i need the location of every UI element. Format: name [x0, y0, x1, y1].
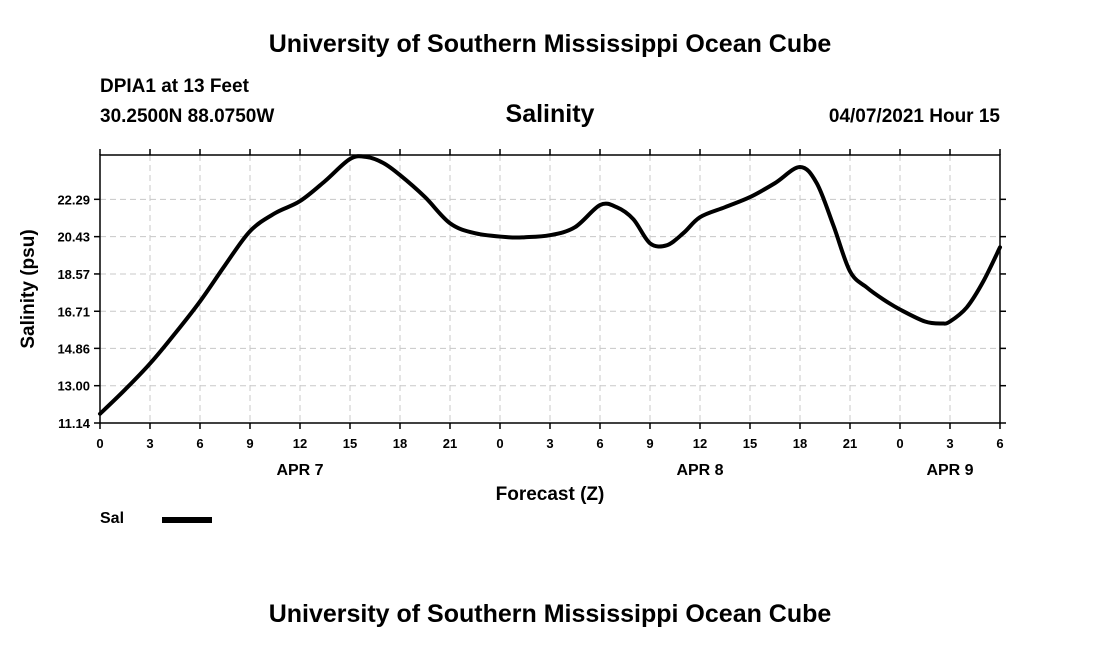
legend-swatch	[162, 517, 212, 523]
date-label: APR 8	[676, 462, 723, 479]
x-tick-label: 18	[793, 436, 807, 451]
station-label: DPIA1 at 13 Feet	[100, 76, 249, 97]
legend-label: Sal	[100, 510, 125, 527]
chart-variable-title: Salinity	[505, 100, 595, 128]
x-tick-label: 6	[596, 436, 603, 451]
x-axis-ticks: 0 3 6 9 12 15 18 21 0 3 6 9 12 15 18 21 0 3 6	[96, 149, 1004, 451]
series-line-sal	[98, 154, 1002, 416]
plot-grid	[100, 155, 1000, 423]
x-tick-label: 21	[843, 436, 857, 451]
y-axis-label: Salinity (psu)	[18, 229, 39, 348]
y-axis-ticks: 11.14 13.00 14.86 16.71 18.57 20.43 22.29	[57, 192, 1006, 431]
x-tick-label: 9	[246, 436, 253, 451]
x-tick-label: 15	[343, 436, 357, 451]
x-tick-label: 6	[196, 436, 203, 451]
x-tick-label: 15	[743, 436, 757, 451]
footer-title: University of Southern Mississippi Ocean…	[268, 600, 832, 628]
chart-main-title: University of Southern Mississippi Ocean…	[268, 30, 832, 58]
date-label: APR 9	[926, 462, 973, 479]
x-tick-label: 6	[996, 436, 1003, 451]
date-labels: APR 7 APR 8 APR 9	[276, 462, 973, 479]
x-tick-label: 21	[443, 436, 457, 451]
coordinates-label: 30.2500N 88.0750W	[100, 106, 275, 127]
date-label: APR 7	[276, 462, 323, 479]
y-tick-label: 14.86	[57, 341, 90, 356]
x-tick-label: 3	[146, 436, 153, 451]
x-tick-label: 0	[96, 436, 103, 451]
y-tick-label: 22.29	[57, 192, 90, 207]
y-tick-label: 18.57	[57, 267, 90, 282]
x-axis-label: Forecast (Z)	[496, 484, 605, 505]
x-tick-label: 0	[496, 436, 503, 451]
y-tick-label: 16.71	[57, 304, 90, 319]
y-tick-label: 13.00	[57, 379, 90, 394]
x-tick-label: 3	[546, 436, 553, 451]
x-tick-label: 3	[946, 436, 953, 451]
x-tick-label: 0	[896, 436, 903, 451]
forecast-timestamp: 04/07/2021 Hour 15	[828, 106, 1000, 127]
x-tick-label: 12	[693, 436, 707, 451]
x-tick-label: 9	[646, 436, 653, 451]
x-tick-label: 12	[293, 436, 307, 451]
y-tick-label: 20.43	[57, 230, 90, 245]
x-tick-label: 18	[393, 436, 407, 451]
y-tick-label: 11.14	[58, 416, 91, 431]
